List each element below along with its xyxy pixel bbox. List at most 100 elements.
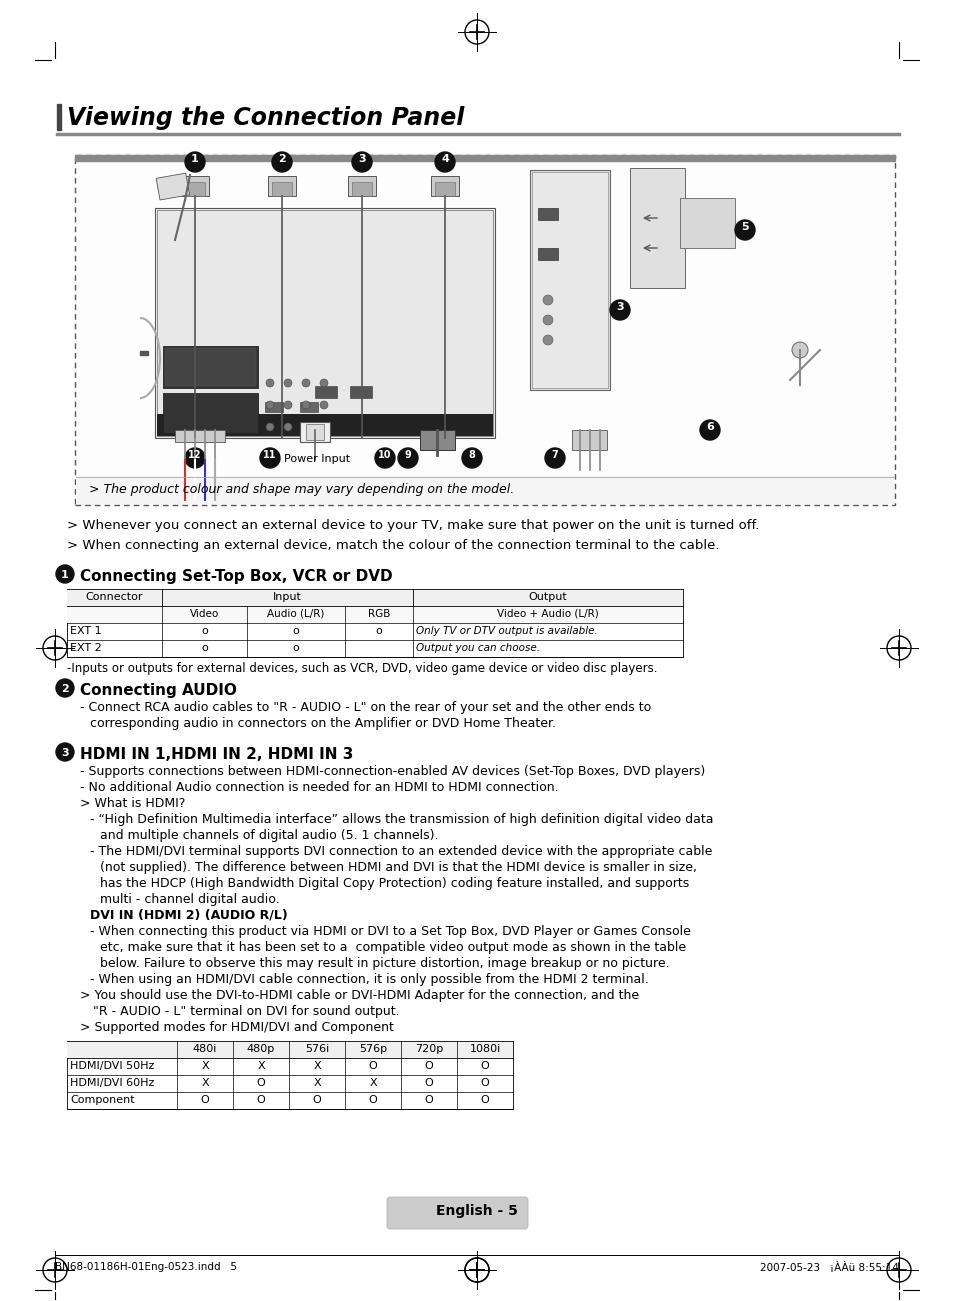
Text: O: O (424, 1095, 433, 1105)
Bar (629, 168, 684, 288)
Text: (not supplied). The difference between HDMI and DVI is that the HDMI device is s: (not supplied). The difference between H… (100, 861, 697, 874)
Circle shape (319, 401, 328, 409)
Text: 3: 3 (61, 748, 69, 758)
Bar (299, 422, 330, 442)
Bar (537, 248, 558, 260)
Text: 11: 11 (263, 450, 276, 461)
Text: X: X (201, 1062, 209, 1071)
Text: O: O (480, 1079, 489, 1088)
Circle shape (260, 448, 280, 468)
Bar (306, 424, 324, 440)
Bar (67, 1041, 513, 1058)
Text: Connecting AUDIO: Connecting AUDIO (80, 683, 236, 699)
Text: English - 5: English - 5 (436, 1203, 517, 1218)
Bar (205, 402, 223, 412)
Text: DVI IN (HDMI 2) (AUDIO R/L): DVI IN (HDMI 2) (AUDIO R/L) (90, 909, 288, 922)
Bar (67, 1041, 513, 1108)
Text: Video + Audio (L/R): Video + Audio (L/R) (497, 609, 598, 619)
Bar (299, 402, 317, 412)
Text: "R - AUDIO - L" terminal on DVI for sound output.: "R - AUDIO - L" terminal on DVI for soun… (92, 1004, 399, 1017)
Text: O: O (424, 1079, 433, 1088)
Text: X: X (369, 1079, 376, 1088)
Text: > You should use the DVI-to-HDMI cable or DVI-HDMI Adapter for the connection, a: > You should use the DVI-to-HDMI cable o… (80, 989, 639, 1002)
Text: O: O (313, 1095, 321, 1105)
Text: EXT 2: EXT 2 (70, 643, 102, 653)
Text: o: o (293, 643, 299, 653)
Text: Power Input: Power Input (284, 454, 350, 464)
Text: BN68-01186H-01Eng-0523.indd   5: BN68-01186H-01Eng-0523.indd 5 (55, 1262, 236, 1272)
Bar (530, 170, 609, 390)
Circle shape (461, 448, 481, 468)
Text: 2007-05-23   ¡ÀÀü 8:55:14: 2007-05-23 ¡ÀÀü 8:55:14 (760, 1262, 898, 1272)
Text: o: o (375, 626, 382, 636)
Text: Component: Component (70, 1095, 134, 1105)
Text: > What is HDMI?: > What is HDMI? (80, 798, 185, 811)
Circle shape (542, 334, 553, 345)
Text: > When connecting an external device, match the colour of the connection termina: > When connecting an external device, ma… (67, 539, 719, 552)
Bar (67, 606, 682, 623)
Circle shape (284, 401, 292, 409)
Bar (57, 104, 61, 130)
Text: O: O (480, 1062, 489, 1071)
Circle shape (185, 448, 205, 468)
Text: Output you can choose.: Output you can choose. (416, 643, 539, 653)
Bar (419, 431, 455, 450)
Text: - Supports connections between HDMI-connection-enabled AV devices (Set-Top Boxes: - Supports connections between HDMI-conn… (80, 765, 704, 778)
Circle shape (266, 379, 274, 386)
Bar (234, 402, 253, 412)
Text: Connector: Connector (86, 592, 143, 602)
Bar (431, 176, 458, 196)
Text: RGB: RGB (368, 609, 390, 619)
Text: > The product colour and shape may vary depending on the model.: > The product colour and shape may vary … (89, 483, 514, 496)
Circle shape (375, 448, 395, 468)
Text: multi - channel digital audio.: multi - channel digital audio. (100, 892, 279, 905)
Text: 3: 3 (616, 302, 623, 312)
Text: 1: 1 (61, 570, 69, 580)
Bar (75, 155, 894, 505)
Text: HDMI/DVI 50Hz: HDMI/DVI 50Hz (70, 1062, 154, 1071)
Text: 480i: 480i (193, 1043, 217, 1054)
Text: O: O (256, 1079, 265, 1088)
Text: O: O (368, 1062, 377, 1071)
Text: > Supported modes for HDMI/DVI and Component: > Supported modes for HDMI/DVI and Compo… (80, 1021, 394, 1034)
Text: 576p: 576p (358, 1043, 387, 1054)
Text: X: X (257, 1062, 265, 1071)
Bar (181, 176, 209, 196)
Circle shape (791, 342, 807, 358)
Text: -Inputs or outputs for external devices, such as VCR, DVD, video game device or : -Inputs or outputs for external devices,… (67, 662, 657, 675)
Text: corresponding audio in connectors on the Amplifier or DVD Home Theater.: corresponding audio in connectors on the… (90, 717, 556, 730)
Text: - When connecting this product via HDMI or DVI to a Set Top Box, DVD Player or G: - When connecting this product via HDMI … (90, 925, 690, 938)
Text: below. Failure to observe this may result in picture distortion, image breakup o: below. Failure to observe this may resul… (100, 958, 669, 971)
Text: Video: Video (190, 609, 219, 619)
Text: - When using an HDMI/DVI cable connection, it is only possible from the HDMI 2 t: - When using an HDMI/DVI cable connectio… (90, 973, 648, 986)
Circle shape (302, 379, 310, 386)
Text: O: O (480, 1095, 489, 1105)
Bar (76, 476, 893, 503)
Text: o: o (201, 626, 208, 636)
Text: - No additional Audio connection is needed for an HDMI to HDMI connection.: - No additional Audio connection is need… (80, 781, 558, 794)
Text: - Connect RCA audio cables to "R - AUDIO - L" on the rear of your set and the ot: - Connect RCA audio cables to "R - AUDIO… (80, 701, 651, 714)
Text: X: X (313, 1079, 320, 1088)
Bar (572, 431, 606, 450)
Text: HDMI IN 1,HDMI IN 2, HDMI IN 3: HDMI IN 1,HDMI IN 2, HDMI IN 3 (80, 747, 353, 762)
Bar (268, 176, 295, 196)
Text: 1: 1 (191, 154, 198, 164)
Circle shape (609, 301, 629, 320)
Text: 2: 2 (278, 154, 286, 164)
Text: O: O (368, 1095, 377, 1105)
Text: O: O (424, 1062, 433, 1071)
Bar (272, 182, 292, 196)
Text: 2: 2 (61, 684, 69, 693)
Text: EXT 1: EXT 1 (70, 626, 102, 636)
Bar (156, 173, 190, 200)
Bar (67, 589, 682, 606)
Circle shape (397, 448, 417, 468)
Circle shape (272, 152, 292, 172)
Text: Connecting Set-Top Box, VCR or DVD: Connecting Set-Top Box, VCR or DVD (80, 569, 393, 584)
Text: 8: 8 (468, 450, 475, 461)
Bar (435, 182, 455, 196)
Bar (174, 402, 193, 412)
Circle shape (319, 379, 328, 386)
Bar (537, 208, 558, 220)
Bar (350, 386, 372, 398)
